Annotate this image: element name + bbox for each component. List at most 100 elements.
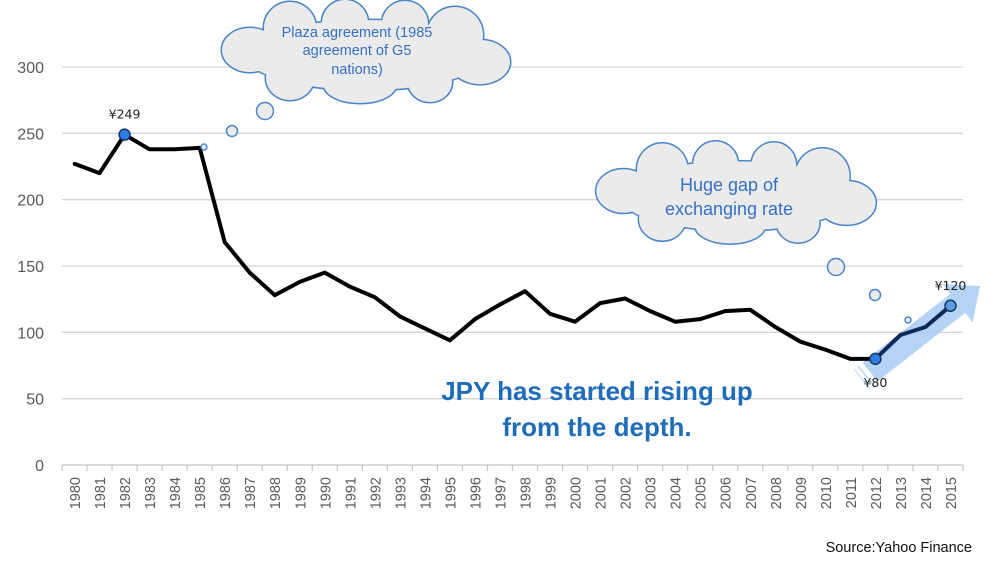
x-tick-label: 1997	[493, 477, 509, 509]
x-tick-label: 2015	[944, 477, 960, 509]
data-point	[222, 240, 227, 244]
data-point	[423, 326, 427, 331]
data-label-2015: ¥120	[935, 278, 967, 293]
cloud-fill-part	[637, 143, 688, 195]
x-tick-label: 1986	[218, 477, 234, 509]
x-axis-tick-labels: 1980 1981 1982 1983 1984 1985 1986 1987 1988 1989…	[68, 477, 960, 509]
cloud-fill-part	[264, 2, 316, 54]
x-tick-label: 1981	[93, 477, 109, 509]
data-point	[648, 309, 652, 313]
data-point	[623, 296, 627, 301]
arrow-tail-stripes	[853, 365, 875, 390]
data-point	[297, 280, 302, 284]
data-point	[923, 325, 928, 329]
y-tick-label: 200	[17, 193, 44, 210]
cloud-fill-part	[382, 1, 428, 47]
cloud-fill-part	[322, 0, 368, 46]
thought-bubble-dot	[826, 257, 846, 277]
x-tick-label: 2000	[569, 477, 585, 509]
x-tick-label: 2007	[744, 477, 760, 509]
data-point	[322, 270, 327, 275]
x-tick-label: 1988	[268, 477, 284, 509]
x-tick-label: 2012	[869, 477, 885, 509]
marker-2015	[944, 299, 957, 313]
gap-thought-cloud	[594, 140, 878, 245]
plaza-cloud-text-line-1: Plaza agreement (1985	[282, 25, 433, 41]
x-tick-label: 2011	[844, 477, 860, 508]
x-tick-label: 1993	[393, 477, 409, 509]
data-point	[723, 309, 728, 313]
data-point	[523, 289, 527, 294]
cloud-fill-part	[751, 142, 797, 189]
cloud-fill-part	[596, 169, 651, 213]
x-tick-label: 1990	[318, 477, 334, 509]
data-point	[172, 147, 177, 152]
x-tick-label: 1999	[544, 477, 560, 509]
x-tick-label: 2010	[819, 477, 835, 509]
x-tick-label: 2002	[619, 477, 635, 509]
y-tick-label: 150	[17, 259, 44, 276]
data-point	[673, 319, 677, 324]
data-point	[598, 301, 602, 305]
cloud-fill-part	[817, 181, 876, 225]
data-point	[698, 317, 703, 321]
y-tick-label: 250	[17, 126, 44, 143]
y-axis-tick-labels: 0 50 100 150 200 250 300	[17, 60, 44, 475]
data-point	[72, 162, 77, 166]
y-tick-label: 50	[26, 392, 44, 409]
data-point	[498, 302, 502, 307]
gap-cloud-text-line-1: Huge gap of	[680, 175, 779, 195]
data-point	[97, 171, 102, 175]
x-tick-label: 1995	[443, 477, 459, 509]
x-tick-label: 1985	[193, 477, 209, 509]
data-point	[348, 284, 352, 289]
cloud-fill-part	[693, 141, 738, 188]
data-label-2012: ¥80	[863, 375, 887, 390]
data-point	[272, 293, 277, 297]
x-tick-label: 2006	[719, 477, 735, 509]
x-tick-label: 1989	[293, 477, 309, 509]
marker-2012	[869, 352, 882, 366]
cloud-fill-part	[266, 56, 314, 100]
cloud-fill-part	[324, 67, 396, 103]
x-tick-label: 1983	[143, 477, 159, 509]
thought-bubble-dot	[200, 143, 208, 151]
y-tick-label: 300	[17, 60, 44, 77]
callout-text-line-2: from the depth.	[502, 412, 691, 442]
x-tick-label: 1998	[519, 477, 535, 509]
thought-bubble-dot	[255, 101, 275, 121]
x-tick-label: 2014	[919, 477, 935, 509]
x-axis	[61, 465, 964, 471]
x-tick-label: 1982	[118, 477, 134, 509]
data-point	[798, 339, 803, 344]
data-point	[473, 317, 477, 321]
x-tick-label: 2009	[794, 477, 810, 509]
x-tick-label: 1996	[468, 477, 484, 509]
series-line-highlight	[874, 304, 952, 361]
gap-cloud-text-line-2: exchanging rate	[665, 199, 793, 219]
cloud-fill-part	[450, 40, 510, 84]
y-tick-label: 0	[35, 458, 44, 475]
x-tick-label: 2003	[644, 477, 660, 509]
data-point	[448, 338, 452, 343]
y-tick-label: 100	[17, 325, 44, 342]
plaza-thought-cloud	[220, 0, 512, 105]
thought-bubble-dot	[868, 288, 882, 302]
data-point	[373, 295, 377, 299]
x-tick-label: 1987	[243, 477, 259, 509]
x-tick-label: 1992	[368, 477, 384, 509]
cloud-fill-part	[222, 28, 278, 72]
highlighted-markers	[118, 128, 957, 366]
plaza-cloud-text-line-2: agreement of G5	[303, 43, 412, 59]
x-tick-label: 2001	[594, 477, 610, 509]
x-tick-label: 1991	[343, 477, 359, 509]
cloud-fill-part	[639, 196, 686, 241]
data-point	[898, 333, 903, 337]
source-note: Source:Yahoo Finance	[826, 540, 972, 556]
marker-1982	[118, 128, 131, 141]
data-point	[398, 314, 402, 319]
x-tick-label: 2008	[769, 477, 785, 509]
data-point	[848, 357, 853, 361]
callout-text-line-1: JPY has started rising up	[441, 376, 753, 406]
